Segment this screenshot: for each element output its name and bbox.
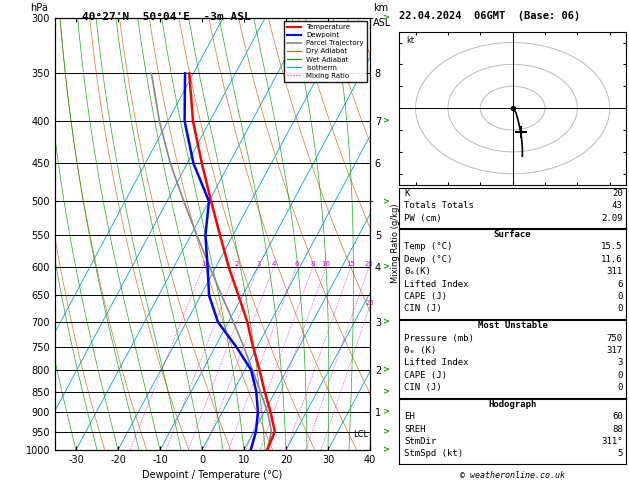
Text: Pressure (mb): Pressure (mb)	[404, 333, 474, 343]
Text: 43: 43	[612, 201, 623, 210]
Text: 0: 0	[617, 292, 623, 301]
Text: >: >	[382, 387, 389, 396]
Legend: Temperature, Dewpoint, Parcel Trajectory, Dry Adiabat, Wet Adiabat, Isotherm, Mi: Temperature, Dewpoint, Parcel Trajectory…	[284, 21, 367, 82]
Text: 15.5: 15.5	[601, 243, 623, 251]
Text: >: >	[382, 117, 389, 126]
Text: >: >	[382, 427, 389, 436]
Text: 311°: 311°	[601, 437, 623, 446]
Text: >: >	[382, 365, 389, 374]
Text: CIN (J): CIN (J)	[404, 383, 442, 392]
Text: 2: 2	[235, 260, 240, 267]
Text: ASL: ASL	[373, 17, 391, 28]
Text: 40°27'N  50°04'E  -3m ASL: 40°27'N 50°04'E -3m ASL	[82, 12, 250, 22]
Text: © weatheronline.co.uk: © weatheronline.co.uk	[460, 471, 565, 480]
X-axis label: Dewpoint / Temperature (°C): Dewpoint / Temperature (°C)	[142, 470, 282, 481]
Text: Surface: Surface	[494, 230, 532, 239]
Text: CAPE (J): CAPE (J)	[404, 292, 447, 301]
Text: 2.09: 2.09	[601, 214, 623, 223]
Text: 6: 6	[617, 279, 623, 289]
Text: 5: 5	[617, 450, 623, 458]
Text: CAPE (J): CAPE (J)	[404, 371, 447, 380]
Text: 0: 0	[617, 304, 623, 313]
Text: Most Unstable: Most Unstable	[477, 321, 548, 330]
Text: >: >	[382, 408, 389, 417]
Text: hPa: hPa	[30, 3, 48, 13]
Text: 88: 88	[612, 425, 623, 434]
Text: Lifted Index: Lifted Index	[404, 279, 469, 289]
Text: Temp (°C): Temp (°C)	[404, 243, 453, 251]
Text: 0: 0	[617, 383, 623, 392]
Text: 6: 6	[294, 260, 299, 267]
Text: 60: 60	[612, 412, 623, 421]
Text: kt: kt	[406, 36, 414, 45]
Text: 22.04.2024  06GMT  (Base: 06): 22.04.2024 06GMT (Base: 06)	[399, 11, 581, 21]
Text: 3: 3	[256, 260, 260, 267]
Text: >: >	[382, 197, 389, 206]
Text: 25: 25	[365, 300, 374, 306]
Text: 0: 0	[617, 371, 623, 380]
Text: >: >	[382, 14, 389, 22]
Text: Dewp (°C): Dewp (°C)	[404, 255, 453, 264]
Text: 311: 311	[606, 267, 623, 276]
Text: CIN (J): CIN (J)	[404, 304, 442, 313]
Text: 750: 750	[606, 333, 623, 343]
Text: θₑ (K): θₑ (K)	[404, 346, 437, 355]
Text: 10: 10	[321, 260, 331, 267]
Text: 3: 3	[617, 358, 623, 367]
Text: 8: 8	[311, 260, 315, 267]
Text: 20: 20	[365, 260, 374, 267]
Text: 11.6: 11.6	[601, 255, 623, 264]
Text: K: K	[404, 189, 410, 198]
Text: 1: 1	[201, 260, 206, 267]
Text: EH: EH	[404, 412, 415, 421]
Text: 4: 4	[272, 260, 276, 267]
Text: 20: 20	[612, 189, 623, 198]
Text: PW (cm): PW (cm)	[404, 214, 442, 223]
Text: LCL: LCL	[353, 430, 368, 439]
Text: SREH: SREH	[404, 425, 426, 434]
Text: Totals Totals: Totals Totals	[404, 201, 474, 210]
Text: km: km	[373, 3, 388, 13]
Text: Lifted Index: Lifted Index	[404, 358, 469, 367]
Text: >: >	[382, 262, 389, 271]
Text: Hodograph: Hodograph	[489, 400, 537, 409]
Text: >: >	[382, 446, 389, 454]
Text: StmDir: StmDir	[404, 437, 437, 446]
Text: θₑ(K): θₑ(K)	[404, 267, 431, 276]
Text: 15: 15	[347, 260, 355, 267]
Text: 317: 317	[606, 346, 623, 355]
Text: Mixing Ratio (g/kg): Mixing Ratio (g/kg)	[391, 203, 399, 283]
Text: >: >	[382, 317, 389, 327]
Text: StmSpd (kt): StmSpd (kt)	[404, 450, 464, 458]
